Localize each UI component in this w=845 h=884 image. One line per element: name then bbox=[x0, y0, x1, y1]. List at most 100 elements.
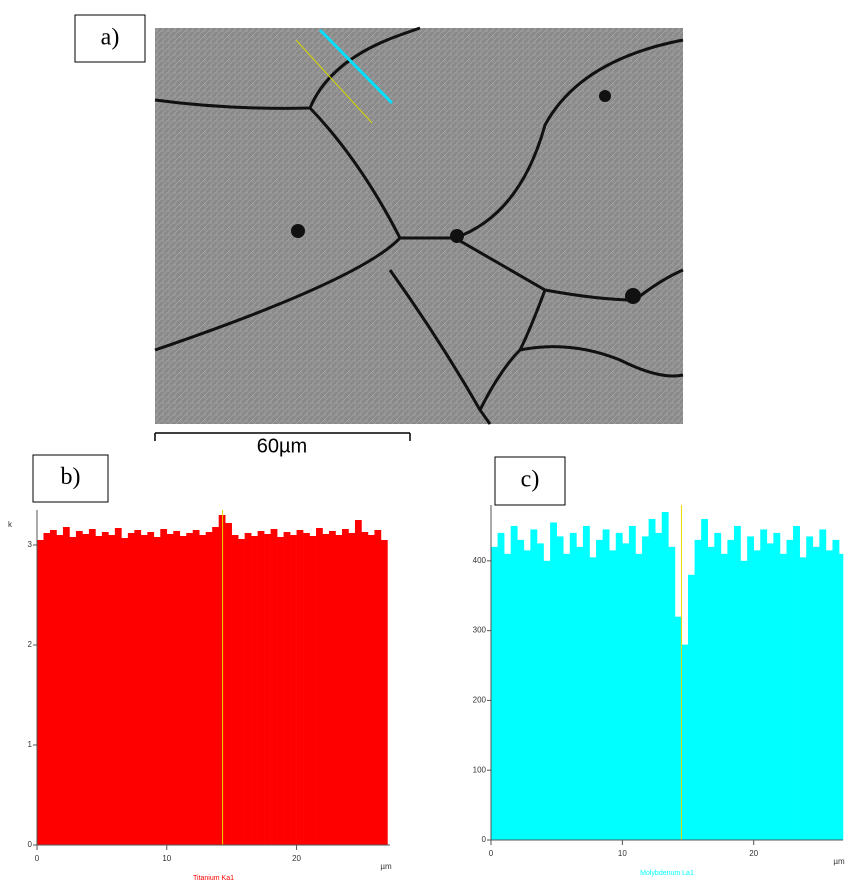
bar bbox=[43, 533, 51, 845]
label-box bbox=[32, 454, 109, 503]
bar bbox=[609, 550, 617, 840]
bar bbox=[95, 536, 103, 845]
bar bbox=[49, 530, 57, 845]
bar bbox=[569, 532, 577, 840]
bar bbox=[779, 553, 787, 840]
x-tick-label: 10 bbox=[162, 854, 171, 863]
bar bbox=[701, 518, 709, 840]
y-tick-label: 0 bbox=[482, 835, 487, 844]
y-tick-label: 3 bbox=[28, 540, 33, 549]
bar bbox=[720, 553, 728, 840]
bar bbox=[380, 540, 388, 845]
bar bbox=[147, 532, 155, 845]
bar bbox=[517, 539, 525, 840]
bar bbox=[766, 543, 774, 840]
bar bbox=[283, 532, 291, 845]
y-tick-label: 2 bbox=[28, 640, 33, 649]
bar bbox=[69, 537, 77, 845]
bar bbox=[655, 532, 663, 840]
y-tick-label: 200 bbox=[473, 696, 487, 705]
sem-image bbox=[154, 26, 684, 425]
bar bbox=[793, 525, 800, 840]
bar bbox=[257, 531, 265, 845]
bar bbox=[153, 537, 161, 845]
bar bbox=[661, 511, 669, 840]
bar bbox=[733, 525, 741, 840]
bar bbox=[602, 529, 610, 840]
bar bbox=[296, 530, 304, 845]
bar bbox=[37, 540, 44, 845]
bar bbox=[556, 536, 564, 840]
bar bbox=[786, 539, 794, 840]
bar bbox=[374, 530, 382, 845]
bar bbox=[225, 523, 232, 845]
bar bbox=[361, 532, 369, 845]
bar bbox=[199, 535, 207, 845]
bar bbox=[62, 527, 70, 845]
bar bbox=[329, 531, 336, 845]
bar bbox=[290, 535, 297, 845]
bar bbox=[694, 539, 702, 840]
bar bbox=[134, 530, 142, 845]
label-box bbox=[74, 14, 146, 63]
bar bbox=[681, 644, 689, 840]
bar bbox=[309, 536, 317, 845]
bar bbox=[812, 546, 820, 840]
bar bbox=[212, 527, 219, 845]
bar bbox=[270, 529, 278, 845]
bar bbox=[179, 536, 187, 845]
bar bbox=[101, 532, 109, 845]
bar bbox=[635, 553, 643, 840]
bar bbox=[192, 530, 200, 845]
panel-label: a) bbox=[101, 25, 120, 51]
legend-label: Titanium Ka1 bbox=[193, 875, 234, 882]
bar bbox=[530, 529, 538, 840]
x-axis-label: µm bbox=[833, 857, 845, 866]
x-tick-label: 0 bbox=[489, 849, 494, 858]
bar bbox=[825, 550, 833, 840]
legend-label: Molybdenum La1 bbox=[640, 870, 694, 877]
bar bbox=[596, 539, 603, 840]
bar bbox=[205, 532, 213, 845]
bar bbox=[760, 529, 768, 840]
bar bbox=[244, 533, 252, 845]
scale-bar bbox=[154, 432, 411, 441]
bar bbox=[75, 531, 83, 845]
bar bbox=[56, 535, 64, 845]
bar bbox=[140, 535, 148, 845]
bar bbox=[622, 543, 630, 840]
bar bbox=[316, 528, 323, 845]
bar bbox=[127, 533, 135, 845]
bar bbox=[354, 520, 362, 845]
panel-label: c) bbox=[521, 467, 540, 493]
bar bbox=[688, 574, 695, 840]
bar bbox=[714, 532, 722, 840]
bar bbox=[806, 536, 814, 840]
y-tick-label: 0 bbox=[28, 840, 33, 849]
bar bbox=[277, 537, 284, 845]
bar bbox=[668, 546, 676, 840]
scale-bar-label: 60µm bbox=[257, 435, 307, 457]
bar bbox=[674, 616, 682, 840]
bar bbox=[491, 546, 498, 840]
bar bbox=[82, 534, 90, 845]
label-box bbox=[494, 456, 566, 506]
bar bbox=[819, 529, 827, 840]
bar bbox=[576, 546, 584, 840]
bar bbox=[114, 528, 122, 845]
bar bbox=[504, 553, 512, 840]
bar bbox=[231, 535, 239, 845]
bar bbox=[799, 557, 807, 840]
bar bbox=[160, 529, 168, 845]
x-tick-label: 0 bbox=[35, 854, 40, 863]
y-unit-label: k bbox=[8, 520, 13, 529]
y-tick-label: 100 bbox=[473, 765, 487, 774]
bar bbox=[740, 560, 748, 840]
bar bbox=[367, 535, 375, 845]
bar bbox=[648, 518, 656, 840]
bar bbox=[589, 557, 597, 840]
x-tick-label: 10 bbox=[618, 849, 627, 858]
bar bbox=[251, 536, 258, 845]
bar bbox=[642, 536, 649, 840]
